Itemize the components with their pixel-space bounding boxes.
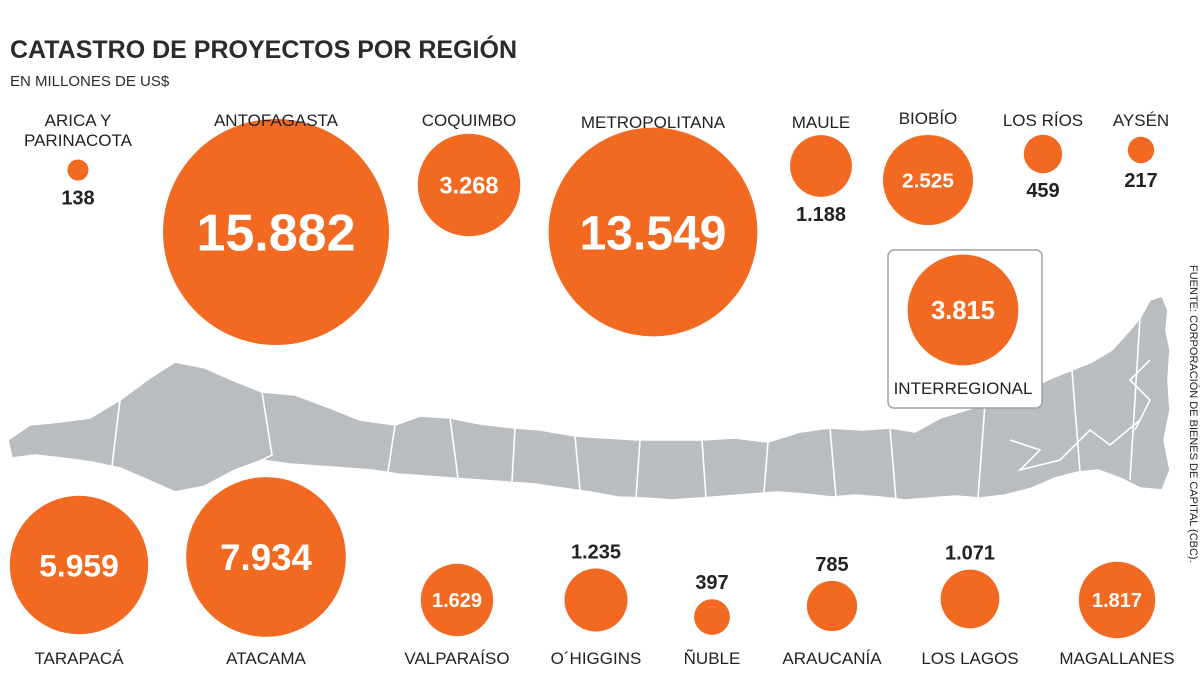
value-label: 785 — [815, 554, 848, 576]
region-label: ARAUCANÍA — [782, 649, 882, 668]
chart-subtitle: EN MILLONES DE US$ — [10, 73, 170, 90]
map-border — [387, 424, 396, 473]
map-border — [511, 427, 516, 483]
map-border — [1128, 359, 1151, 431]
region-label: BIOBÍO — [899, 109, 958, 128]
region-label: INTERREGIONAL — [894, 379, 1033, 398]
map-border — [111, 399, 121, 467]
map-border — [1071, 369, 1081, 473]
value-label: 2.525 — [902, 170, 954, 193]
value-label: 138 — [61, 188, 94, 210]
bubble-4 — [548, 127, 758, 337]
map-border — [261, 391, 273, 461]
map-border — [574, 435, 581, 491]
map-border — [889, 427, 897, 501]
bubble-16 — [940, 569, 1000, 629]
value-label: 1.235 — [571, 542, 621, 564]
bubble-14 — [694, 599, 730, 635]
bubble-5 — [790, 135, 852, 197]
chile-map — [7, 295, 1171, 501]
chart-title: CATASTRO DE PROYECTOS POR REGIÓN — [10, 34, 517, 64]
map-border — [449, 417, 459, 479]
bubble-17 — [1078, 561, 1156, 639]
value-label: 397 — [695, 572, 728, 594]
value-label: 7.934 — [220, 537, 312, 578]
region-label: VALPARAÍSO — [404, 649, 509, 668]
region-label: ANTOFAGASTA — [214, 111, 339, 130]
value-label: 1.817 — [1092, 590, 1142, 612]
value-label: 459 — [1026, 180, 1059, 202]
region-label: ATACAMA — [226, 649, 306, 668]
value-label: 1.188 — [796, 204, 846, 226]
bubble-1 — [67, 159, 89, 181]
map-border — [763, 441, 769, 493]
region-label: ARICA Y PARINACOTA — [24, 111, 133, 150]
value-label: 15.882 — [196, 205, 355, 263]
value-label: 1.071 — [945, 543, 995, 565]
region-label: COQUIMBO — [422, 111, 516, 130]
bubble-11 — [186, 477, 346, 637]
region-label: O´HIGGINS — [551, 649, 642, 668]
source-note: FUENTE: CORPORACIÓN DE BIENES DE CAPITAL… — [1187, 265, 1200, 563]
map-border — [701, 439, 707, 499]
region-label: MAULE — [792, 113, 851, 132]
bubble-9 — [907, 254, 1019, 366]
value-label: 217 — [1124, 170, 1157, 192]
bubble-13 — [564, 568, 628, 632]
value-label: 3.815 — [931, 297, 995, 325]
bubble-15 — [806, 580, 858, 632]
map-border — [977, 403, 986, 499]
bubble-6 — [882, 134, 974, 226]
value-label: 3.268 — [439, 174, 498, 200]
value-label: 13.549 — [580, 207, 727, 260]
value-label: 1.629 — [432, 590, 482, 612]
region-label: AYSÉN — [1113, 111, 1169, 130]
map-border — [1009, 419, 1141, 472]
region-label: ÑUBLE — [684, 649, 741, 668]
bubble-10 — [9, 495, 149, 635]
region-label: MAGALLANES — [1059, 649, 1174, 668]
bubbles-layer: 138 ARICA Y PARINACOTA 15.882 ANTOFAGASTA 3.2… — [9, 109, 1175, 668]
map-border — [829, 427, 837, 498]
bubble-3 — [417, 133, 521, 237]
region-label: METROPOLITANA — [581, 113, 726, 132]
map-border — [635, 439, 641, 499]
bubble-2 — [163, 119, 389, 345]
map-shape — [7, 295, 1171, 501]
region-label: LOS LAGOS — [921, 649, 1018, 668]
bubble-12 — [420, 563, 494, 637]
bubble-8 — [1127, 136, 1155, 164]
value-label: 5.959 — [39, 548, 119, 584]
region-label: TARAPACÁ — [34, 649, 124, 668]
bubble-7 — [1023, 134, 1063, 174]
region-label: LOS RÍOS — [1003, 111, 1083, 130]
map-border — [1129, 317, 1141, 481]
